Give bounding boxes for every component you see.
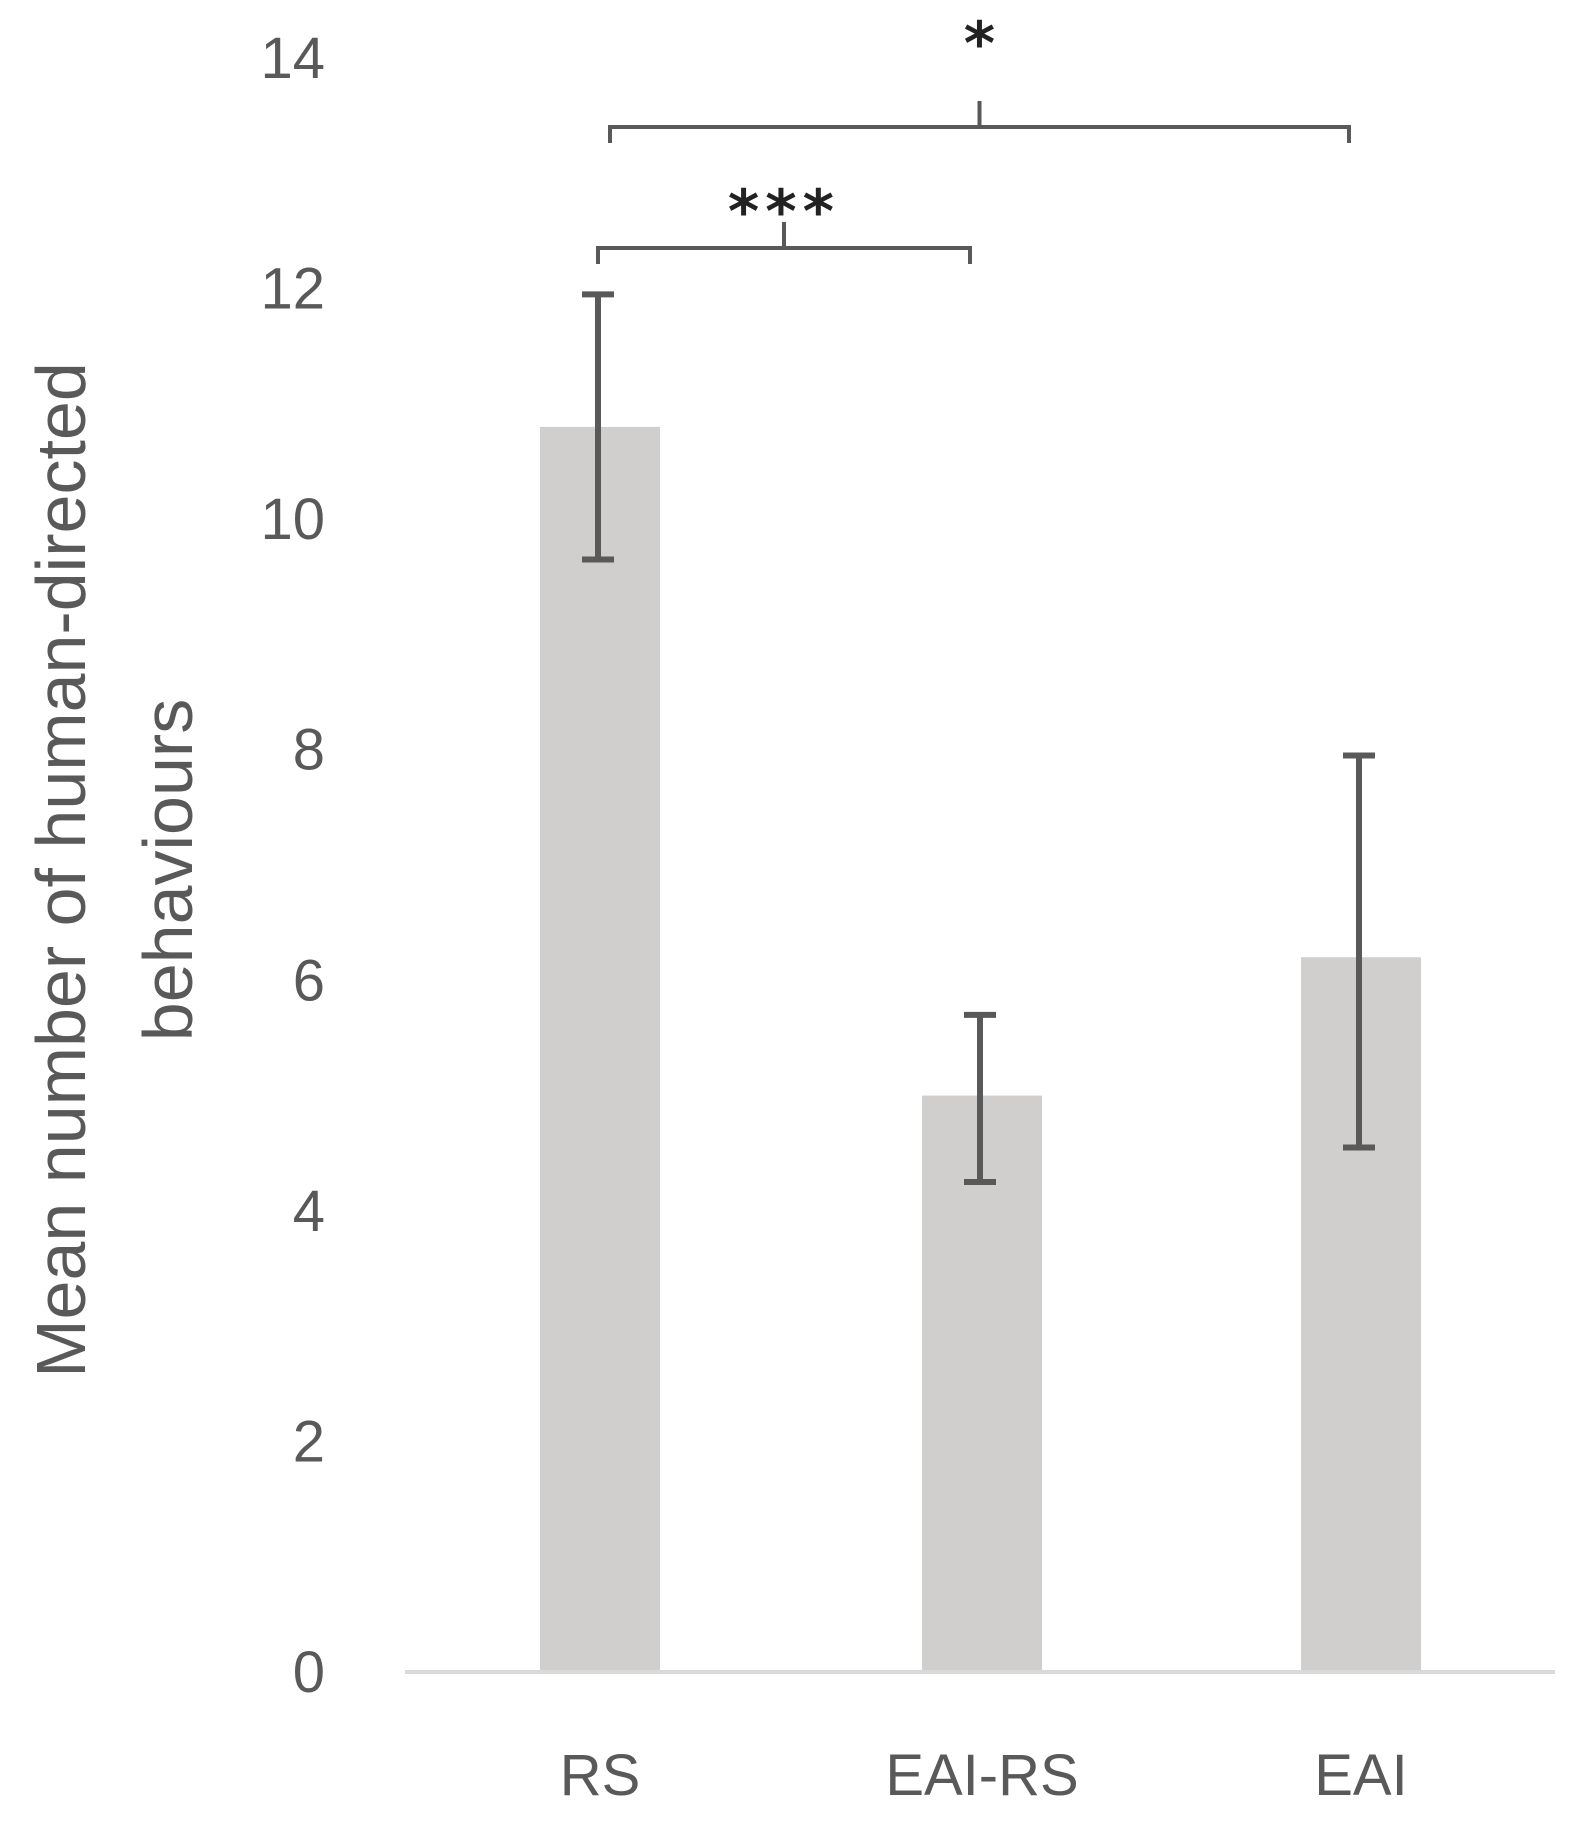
error-bar-rs <box>582 291 614 563</box>
y-tick-label: 12 <box>260 257 325 322</box>
y-tick-label: 14 <box>260 26 325 91</box>
significance-bracket-line <box>596 222 972 264</box>
y-tick-label: 0 <box>293 1640 325 1705</box>
significance-bracket: * <box>608 9 1351 143</box>
x-tick-label-eai: EAI <box>1314 1743 1408 1808</box>
error-bar-eai-rs <box>964 1011 996 1186</box>
x-tick-label-rs: RS <box>560 1743 641 1808</box>
y-tick-label: 6 <box>293 948 325 1013</box>
significance-brackets: **** <box>596 9 1351 264</box>
significance-label: * <box>964 9 995 79</box>
significance-label: *** <box>728 177 840 247</box>
bar-rs <box>540 426 660 1672</box>
y-tick-label: 4 <box>293 1179 325 1244</box>
bar-eai-rs <box>922 1095 1042 1672</box>
y-tick-label: 2 <box>293 1409 325 1474</box>
y-tick-label: 8 <box>293 718 325 783</box>
x-tick-label-eai-rs: EAI-RS <box>885 1743 1078 1808</box>
significance-bracket-line <box>608 101 1351 143</box>
x-axis-ticks: RS EAI-RS EAI <box>560 1743 1408 1808</box>
error-bars <box>582 291 1375 1186</box>
y-axis-ticks: 0 2 4 6 8 10 12 14 <box>260 26 325 1705</box>
y-tick-label: 10 <box>260 487 325 552</box>
y-axis-title: Mean number of human-directed behaviours <box>22 362 207 1378</box>
error-bar-eai <box>1343 752 1375 1151</box>
bars <box>540 426 1421 1672</box>
y-axis-title-line-1: Mean number of human-directed <box>22 362 100 1378</box>
y-axis-title-line-2: behaviours <box>129 699 207 1041</box>
significance-bracket: *** <box>596 177 972 264</box>
